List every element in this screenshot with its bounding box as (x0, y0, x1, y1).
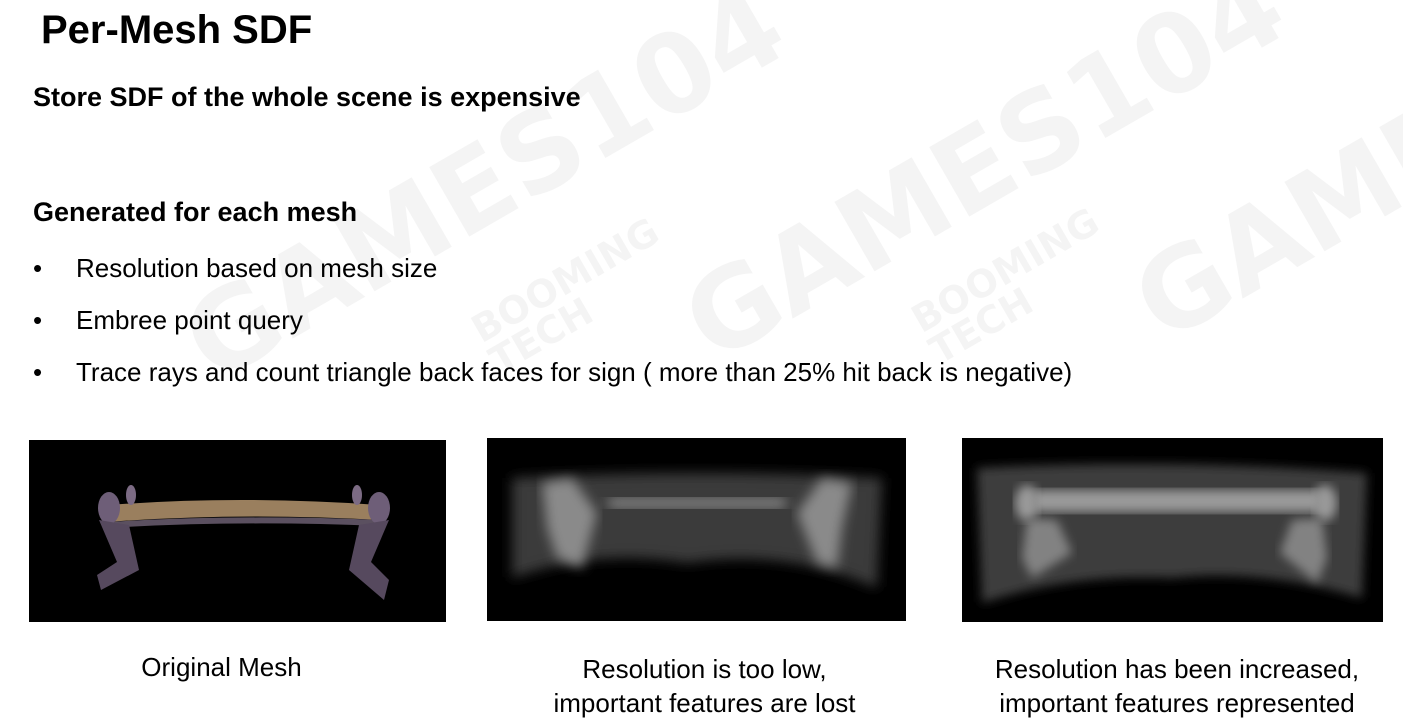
low-resolution-sdf-image (487, 438, 906, 621)
bullet-item: Embree point query (33, 302, 1072, 354)
caption-original-mesh: Original Mesh (141, 652, 302, 682)
bullet-list: Resolution based on mesh size Embree poi… (33, 250, 1072, 406)
bullet-item: Resolution based on mesh size (33, 250, 1072, 302)
watermark: GAMES104 (1113, 0, 1403, 367)
caption-high-resolution: Resolution has been increased, important … (994, 654, 1360, 718)
caption-low-resolution: Resolution is too low, important features… (553, 654, 856, 718)
subtitle-expensive: Store SDF of the whole scene is expensiv… (33, 82, 581, 112)
high-resolution-sdf-image (962, 438, 1383, 622)
original-mesh-image (29, 440, 446, 622)
subtitle-generated: Generated for each mesh (33, 197, 358, 227)
page-title: Per-Mesh SDF (41, 8, 313, 52)
bullet-item: Trace rays and count triangle back faces… (33, 354, 1072, 406)
